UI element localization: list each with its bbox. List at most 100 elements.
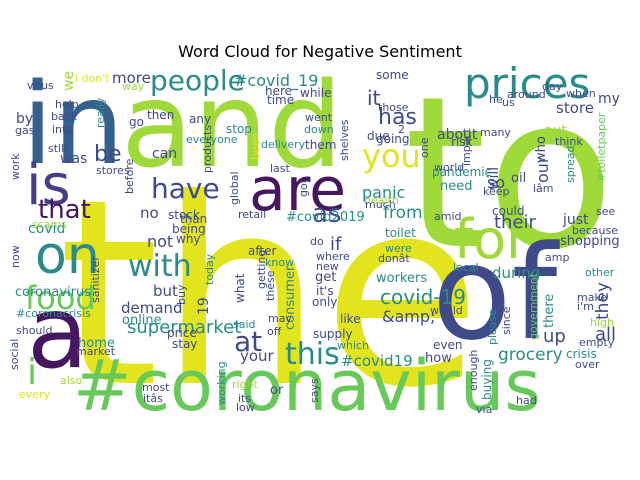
- word-store: store: [556, 99, 594, 117]
- word-like: like: [340, 312, 361, 326]
- word-there: there: [542, 294, 557, 328]
- word-any: any: [189, 112, 211, 126]
- word-about: about: [437, 127, 478, 143]
- word-amid: amid: [434, 210, 462, 223]
- word-will: will: [486, 167, 502, 190]
- word-can: can: [152, 146, 177, 162]
- word-19: 19: [196, 297, 212, 315]
- word-a: a: [27, 274, 88, 391]
- word-had: had: [516, 394, 537, 407]
- word-shelves: shelves: [338, 119, 351, 161]
- word-covid19-hashtag-top: #covid_19: [234, 71, 318, 91]
- word-online: online: [122, 313, 162, 328]
- word-panic: panic: [362, 183, 405, 202]
- word-market: market: [76, 345, 116, 358]
- word-us: us: [502, 96, 515, 109]
- word-prices: prices: [464, 59, 590, 108]
- word-why: why: [176, 232, 201, 246]
- word-with: with: [128, 249, 192, 284]
- word-after: after: [248, 244, 276, 258]
- word-covid-19: covid-19: [380, 285, 466, 309]
- word-amp: &amp;: [382, 307, 435, 326]
- word-grocery: grocery: [498, 345, 563, 365]
- word-also: also: [60, 374, 83, 387]
- word-dont: i don't: [75, 72, 110, 85]
- word-but: but: [153, 282, 178, 300]
- word-we: we: [61, 71, 77, 91]
- word-itas: itâs: [143, 392, 163, 405]
- word-covid: covid: [28, 221, 65, 237]
- word-during: during: [492, 264, 540, 282]
- word-work: work: [9, 153, 22, 180]
- word-i: i: [27, 352, 37, 393]
- word-spread: spread: [564, 146, 577, 184]
- word-stores: stores: [96, 164, 130, 177]
- word-as: as: [312, 199, 341, 229]
- word-im: i'm: [577, 300, 594, 313]
- word-he: he: [489, 93, 503, 106]
- word-enough: enough: [467, 350, 480, 391]
- word-by: by: [16, 111, 33, 127]
- word-up: up: [543, 326, 566, 347]
- word-impact: impact: [460, 127, 473, 166]
- word-what: what: [233, 273, 247, 303]
- word-here: here: [265, 84, 292, 98]
- word-toiletpaper-hashtag: #toiletpaper: [595, 112, 608, 182]
- word-said: said: [233, 318, 256, 331]
- word-coronavirus: coronavirus: [15, 285, 91, 300]
- word-today: today: [203, 253, 216, 285]
- word-paper: paper: [276, 283, 289, 315]
- word-those: those: [378, 101, 409, 114]
- word-it: it: [367, 86, 381, 110]
- word-crisis: crisis: [566, 347, 597, 361]
- word-not: not: [147, 232, 173, 251]
- word-even: even: [433, 338, 462, 352]
- word-delivery: delivery: [261, 138, 306, 151]
- word-help: help: [55, 98, 79, 111]
- word-in: in: [22, 60, 124, 190]
- word-coronavirus-hashtag: #coronavirus: [73, 345, 541, 427]
- word-right: right: [232, 378, 259, 391]
- word-every: every: [19, 388, 51, 401]
- word-workers: workers: [376, 271, 427, 286]
- word-now: now: [9, 245, 22, 268]
- word-stay: stay: [172, 337, 197, 351]
- word-which: which: [337, 339, 369, 352]
- word-stock: stock: [168, 208, 200, 222]
- word-how: how: [425, 351, 452, 366]
- word-my: my: [598, 91, 620, 107]
- word-most: most: [142, 381, 170, 394]
- word-low: low: [236, 401, 255, 414]
- word-working: working: [215, 361, 228, 405]
- word-back: back: [51, 110, 78, 123]
- word-been: been: [249, 132, 262, 160]
- word-health: health: [364, 194, 399, 207]
- word-see: see: [596, 205, 615, 218]
- word-says: says: [308, 378, 321, 403]
- word-risk: risk: [451, 135, 473, 149]
- word-no: no: [140, 204, 159, 222]
- word-you: you: [362, 137, 421, 175]
- word-the: the: [58, 144, 481, 444]
- word-shopping: shopping: [560, 234, 620, 249]
- word-world: world: [434, 161, 464, 174]
- word-high: high: [590, 316, 614, 329]
- word-when: when: [566, 87, 596, 100]
- word-global: global: [228, 171, 241, 205]
- word-one: one: [418, 137, 431, 158]
- word-price: price: [167, 326, 197, 340]
- word-empty: empty: [579, 336, 615, 349]
- word-local: local: [453, 261, 479, 274]
- word-do: do: [310, 235, 324, 248]
- word-think: think: [555, 135, 583, 148]
- word-covid2019-hashtag: #covid2019: [286, 210, 365, 225]
- word-iam: iâm: [533, 182, 554, 195]
- word-who: who: [534, 136, 549, 163]
- word-are: are: [249, 155, 346, 225]
- word-were: were: [385, 242, 412, 255]
- word-into: into: [52, 123, 73, 136]
- word-via: via: [476, 403, 492, 416]
- word-then: then: [147, 108, 174, 122]
- word-everyone: everyone: [186, 133, 238, 146]
